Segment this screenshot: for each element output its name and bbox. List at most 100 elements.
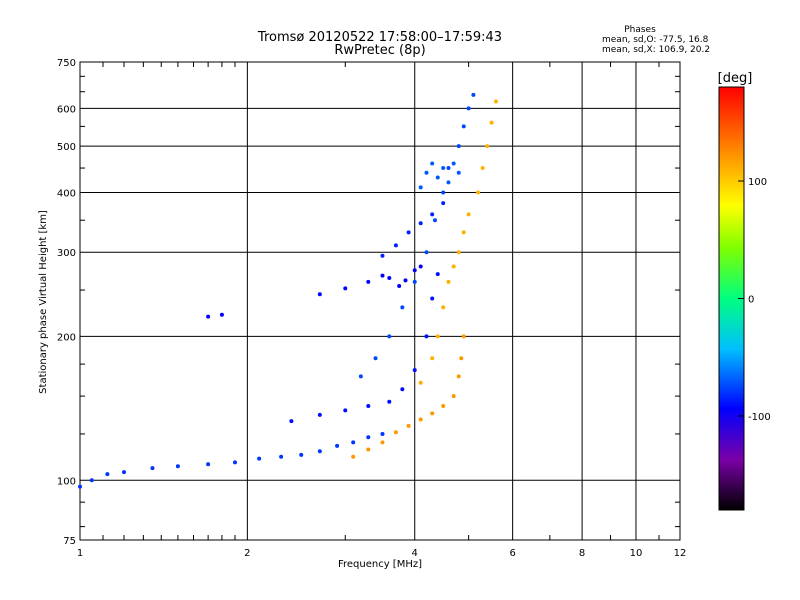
data-point: [400, 305, 405, 310]
data-point: [446, 180, 451, 185]
data-point: [257, 456, 262, 461]
colorbar-tick-label: -100: [748, 412, 771, 423]
data-point: [232, 460, 237, 465]
data-point: [418, 417, 423, 422]
data-point: [441, 190, 446, 195]
data-point: [380, 253, 385, 258]
y-tick-label: 75: [63, 536, 76, 547]
x-tick-label: 6: [509, 548, 515, 559]
data-point: [358, 374, 363, 379]
y-axis-label: Stationary phase Virtual Height [km]: [38, 210, 49, 394]
data-point: [441, 404, 446, 409]
data-point: [412, 268, 417, 273]
x-tick-label: 8: [579, 548, 585, 559]
y-tick-label: 600: [57, 104, 76, 115]
data-point: [435, 272, 440, 277]
data-point: [430, 296, 435, 301]
data-point: [489, 120, 494, 125]
data-point: [373, 356, 378, 361]
data-point: [317, 449, 322, 454]
data-point: [400, 387, 405, 392]
data-point: [430, 356, 435, 361]
data-point: [380, 431, 385, 436]
data-point: [317, 412, 322, 417]
data-point: [446, 166, 451, 171]
data-point: [343, 286, 348, 291]
data-point: [418, 264, 423, 269]
data-point: [466, 106, 471, 111]
data-point: [456, 144, 461, 149]
data-point: [366, 435, 371, 440]
data-point: [406, 423, 411, 428]
data-point: [351, 454, 356, 459]
y-tick-label: 200: [57, 332, 76, 343]
chart-subtitle: RwPretec (8p): [334, 43, 425, 58]
data-point: [219, 312, 224, 317]
data-point: [456, 250, 461, 255]
x-tick-label: 12: [674, 548, 687, 559]
data-point: [418, 221, 423, 226]
data-point: [175, 464, 180, 469]
y-tick-label: 100: [57, 476, 76, 487]
data-point: [105, 472, 110, 477]
data-point: [393, 430, 398, 435]
data-point: [387, 399, 392, 404]
data-point: [441, 201, 446, 206]
x-tick-label: 4: [412, 548, 418, 559]
data-point: [466, 212, 471, 217]
plot-frame: [79, 61, 681, 541]
colorbar-label: [deg]: [718, 71, 753, 86]
data-point: [456, 170, 461, 175]
data-point: [430, 161, 435, 166]
data-point: [493, 99, 498, 104]
data-point: [451, 264, 456, 269]
data-point: [89, 478, 94, 483]
data-point: [403, 278, 408, 283]
y-tick-label: 300: [57, 248, 76, 259]
data-point: [351, 440, 356, 445]
data-point: [343, 408, 348, 413]
data-point: [299, 452, 304, 457]
data-point: [387, 275, 392, 280]
data-point: [335, 443, 340, 448]
x-tick-labels: 1 2 4 6 8 10 12: [77, 548, 687, 559]
data-point: [206, 462, 211, 467]
data-point: [366, 279, 371, 284]
data-point: [451, 161, 456, 166]
data-point: [441, 166, 446, 171]
data-point: [418, 185, 423, 190]
data-point: [459, 356, 464, 361]
y-tick-label: 400: [57, 188, 76, 199]
phases-line-o: mean, sd,O: -77.5, 16.8: [602, 35, 709, 45]
data-point: [122, 470, 127, 475]
data-point: [461, 124, 466, 129]
data-points: [78, 92, 498, 489]
data-point: [430, 411, 435, 416]
phases-title: Phases: [624, 25, 656, 35]
data-point: [412, 279, 417, 284]
data-point: [406, 230, 411, 235]
data-point: [461, 230, 466, 235]
data-point: [451, 394, 456, 399]
data-point: [435, 175, 440, 180]
data-point: [206, 314, 211, 319]
y-tick-label: 500: [57, 142, 76, 153]
x-tick-label: 10: [630, 548, 643, 559]
data-point: [397, 283, 402, 288]
data-point: [476, 190, 481, 195]
data-point: [446, 279, 451, 284]
data-point: [424, 250, 429, 255]
grid-lines: [80, 62, 680, 540]
data-point: [456, 374, 461, 379]
data-point: [366, 404, 371, 409]
data-point: [366, 447, 371, 452]
data-point: [461, 334, 466, 339]
data-point: [279, 454, 284, 459]
data-point: [412, 368, 417, 373]
data-point: [435, 334, 440, 339]
colorbar-tick-label: 0: [748, 295, 754, 306]
data-point: [317, 292, 322, 297]
phases-line-x: mean, sd,X: 106.9, 20.2: [602, 45, 710, 55]
data-point: [380, 273, 385, 278]
